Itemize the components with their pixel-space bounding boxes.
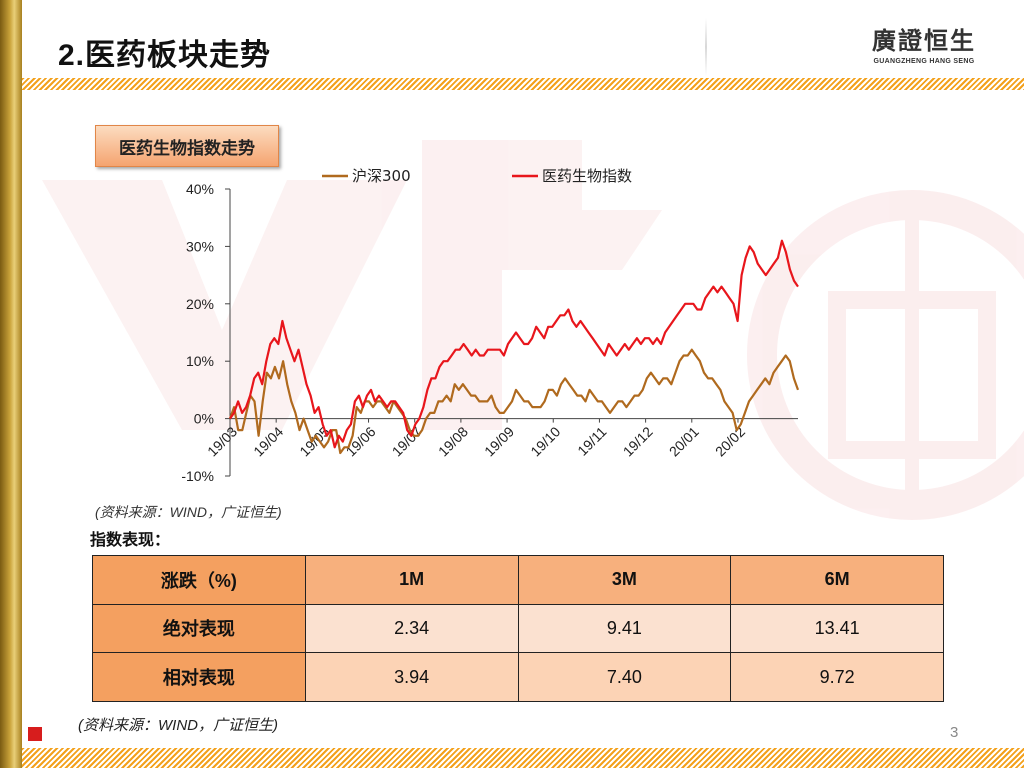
x-tick-label: 19/11 <box>574 423 610 459</box>
performance-heading: 指数表现： <box>90 532 171 549</box>
y-tick-label: 30% <box>186 238 214 254</box>
y-tick-label: 10% <box>186 353 214 369</box>
left-decor-bar <box>0 0 22 768</box>
column-header-3m: 3M <box>517 555 732 605</box>
company-logo: 廣證恒生 GUANGZHENG HANG SENG <box>872 28 976 65</box>
column-header-6m: 6M <box>730 555 944 605</box>
y-tick-label: 40% <box>186 181 214 197</box>
table-cell: 3.94 <box>304 652 519 702</box>
series-line-1 <box>228 348 800 455</box>
y-tick-label: 20% <box>186 296 214 312</box>
chart-section-tag: 医药生物指数走势 <box>95 125 279 167</box>
table-cell: 2.34 <box>304 603 519 654</box>
legend-label: 医药生物指数 <box>542 167 632 185</box>
performance-table: 涨跌（%) 1M 3M 6M 绝对表现 2.34 9.41 13.41 相对表现… <box>92 555 944 702</box>
y-tick-label: 0% <box>194 411 214 427</box>
x-tick-label: 19/04 <box>250 423 286 459</box>
logo-en-text: GUANGZHENG HANG SENG <box>873 58 975 65</box>
legend-label: 沪深300 <box>352 167 411 185</box>
brand-square-icon <box>28 727 42 741</box>
table-cell: 9.41 <box>517 603 732 654</box>
row-label-absolute: 绝对表现 <box>92 603 306 654</box>
table-source-note: (资料来源：WIND，广证恒生) <box>78 717 278 734</box>
table-row: 相对表现 3.94 7.40 9.72 <box>92 652 944 702</box>
title-divider <box>705 18 707 76</box>
page-number: 3 <box>950 724 959 741</box>
table-cell: 9.72 <box>730 652 944 702</box>
page-title: 2.医药板块走势 <box>58 39 272 72</box>
logo-cn-text: 廣證恒生 <box>872 27 976 55</box>
y-tick-label: -10% <box>181 468 214 484</box>
x-tick-label: 19/03 <box>204 423 240 459</box>
x-tick-label: 19/12 <box>620 423 656 459</box>
header-hatch-band <box>22 78 1024 90</box>
x-tick-label: 19/10 <box>527 423 563 459</box>
table-corner-header: 涨跌（%) <box>92 555 306 605</box>
series-line-2 <box>229 239 799 449</box>
column-header-1m: 1M <box>304 555 519 605</box>
chart-source-note: (资料来源：WIND，广证恒生) <box>95 504 282 520</box>
footer-hatch-band <box>22 748 1024 768</box>
table-cell: 13.41 <box>730 603 944 654</box>
table-cell: 7.40 <box>517 652 732 702</box>
x-tick-label: 20/02 <box>712 423 748 459</box>
x-tick-label: 19/09 <box>481 423 517 459</box>
x-tick-label: 20/01 <box>666 423 702 459</box>
x-tick-label: 19/08 <box>435 423 471 459</box>
table-row: 绝对表现 2.34 9.41 13.41 <box>92 603 944 654</box>
row-label-relative: 相对表现 <box>92 652 306 702</box>
table-header-row: 涨跌（%) 1M 3M 6M <box>92 555 944 605</box>
